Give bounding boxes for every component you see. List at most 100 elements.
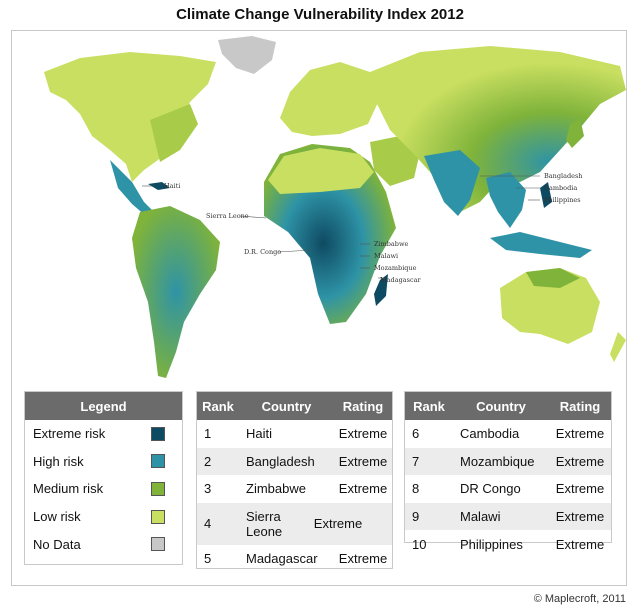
table-row: 2 Bangladesh Extreme: [197, 447, 392, 476]
legend-swatch: [151, 481, 165, 496]
table-row: 3 Zimbabwe Extreme: [197, 475, 392, 503]
header-rating: Rating: [559, 398, 601, 414]
south-america-shape: [132, 206, 220, 378]
legend-swatch: [151, 537, 165, 552]
rating-cell: Extreme: [555, 481, 605, 497]
rating-cell: Extreme: [555, 453, 605, 469]
philippines-shape: [540, 182, 552, 208]
country-cell: Zimbabwe: [246, 481, 306, 497]
rank-cell: 3: [204, 481, 212, 497]
label-madagascar: Madagascar: [380, 276, 421, 284]
country-cell: DR Congo: [460, 481, 521, 497]
header-country: Country: [261, 398, 312, 414]
legend-item-extreme: Extreme risk: [25, 420, 182, 448]
rank-cell: 4: [204, 516, 212, 532]
label-cambodia: Cambodia: [544, 184, 577, 192]
sahara-shape: [268, 148, 374, 194]
table-row: 10 Philippines Extreme: [405, 530, 611, 558]
legend-label: Medium risk: [33, 481, 104, 497]
table-row: 1 Haiti Extreme: [197, 420, 392, 448]
legend-panel: Legend Extreme risk High risk Medium ris…: [24, 391, 183, 565]
rating-cell: Extreme: [555, 426, 605, 442]
rating-cell: Extreme: [555, 536, 605, 552]
table-header: Rank Country Rating: [405, 392, 611, 420]
table-row: 5 Madagascar Extreme: [197, 545, 392, 573]
legend-item-medium: Medium risk: [25, 475, 182, 503]
label-mozambique: Mozambique: [374, 264, 417, 272]
table-row: 6 Cambodia Extreme: [405, 420, 611, 448]
legend-label: Extreme risk: [33, 426, 106, 442]
figure-frame: [11, 30, 627, 586]
legend-swatch: [151, 509, 165, 524]
label-malawi: Malawi: [374, 252, 398, 260]
legend-item-high: High risk: [25, 448, 182, 476]
rating-cell: Extreme: [338, 551, 388, 567]
rank-cell: 8: [412, 481, 420, 497]
north-america-shape: [44, 52, 216, 182]
madagascar-shape: [374, 274, 388, 306]
ranking-table-1-5: Rank Country Rating 1 Haiti Extreme 2 Ba…: [196, 391, 393, 569]
map-annotations: Haiti Sierra Leone D.R. Congo Zimbabwe M…: [142, 172, 582, 284]
legend-item-low: Low risk: [25, 503, 182, 531]
country-cell: Haiti: [246, 426, 273, 442]
ranking-table-6-10: Rank Country Rating 6 Cambodia Extreme 7…: [404, 391, 612, 552]
legend-label: No Data: [33, 536, 81, 552]
header-rank: Rank: [413, 398, 445, 414]
greenland-shape: [218, 36, 276, 74]
label-philippines: Philippines: [544, 196, 581, 204]
rank-cell: 7: [412, 453, 420, 469]
header-rank: Rank: [202, 398, 234, 414]
rating-cell: Extreme: [555, 509, 605, 525]
header-rating: Rating: [342, 398, 384, 414]
europe-shape: [280, 62, 380, 136]
label-sierra-leone: Sierra Leone: [206, 212, 249, 220]
label-bangladesh: Bangladesh: [544, 172, 582, 180]
rank-cell: 5: [204, 551, 212, 567]
indonesia-shape: [490, 232, 592, 258]
country-cell: Mozambique: [460, 453, 535, 469]
table-row: 4 Sierra Leone Extreme: [197, 502, 392, 545]
legend-swatch: [151, 454, 165, 469]
japan-shape: [566, 118, 584, 148]
legend-label: Low risk: [33, 509, 81, 525]
rank-cell: 1: [204, 426, 212, 442]
legend-header: Legend: [25, 392, 182, 420]
label-dr-congo: D.R. Congo: [244, 248, 281, 256]
label-haiti: Haiti: [164, 182, 180, 190]
country-cell: Malawi: [460, 509, 501, 525]
middle-east-shape: [370, 136, 420, 186]
legend-swatch: [151, 426, 165, 441]
map-title: Climate Change Vulnerability Index 2012: [176, 6, 464, 23]
country-cell: Cambodia: [460, 426, 520, 442]
rating-cell: Extreme: [338, 426, 388, 442]
south-asia-shape: [424, 150, 480, 216]
north-america-east-shape: [150, 104, 198, 162]
world-map: Haiti Sierra Leone D.R. Congo Zimbabwe M…: [44, 36, 626, 378]
southeast-asia-shape: [486, 172, 526, 228]
rating-cell: Extreme: [313, 516, 363, 532]
australia-north-shape: [526, 268, 580, 288]
rank-cell: 10: [412, 536, 427, 552]
table-row: 7 Mozambique Extreme: [405, 447, 611, 476]
legend-item-no-data: No Data: [25, 530, 182, 558]
rank-cell: 2: [204, 453, 212, 469]
table-row: 8 DR Congo Extreme: [405, 475, 611, 503]
country-cell: Madagascar: [246, 551, 318, 567]
rank-cell: 6: [412, 426, 420, 442]
country-cell: Bangladesh: [246, 453, 315, 469]
country-cell: Sierra Leone: [246, 508, 283, 539]
new-zealand-shape: [610, 332, 626, 362]
country-cell: Philippines: [460, 536, 523, 552]
copyright-credit: © Maplecroft, 2011: [533, 593, 626, 605]
rating-cell: Extreme: [338, 481, 388, 497]
legend-label: High risk: [33, 453, 84, 469]
central-america-shape: [110, 160, 152, 216]
rank-cell: 9: [412, 509, 420, 525]
rating-cell: Extreme: [338, 453, 388, 469]
header-country: Country: [476, 398, 526, 414]
table-header: Rank Country Rating: [197, 392, 392, 420]
australia-shape: [500, 268, 600, 344]
table-row: 9 Malawi Extreme: [405, 502, 611, 531]
caribbean-shape: [148, 182, 170, 190]
label-zimbabwe: Zimbabwe: [374, 240, 409, 248]
